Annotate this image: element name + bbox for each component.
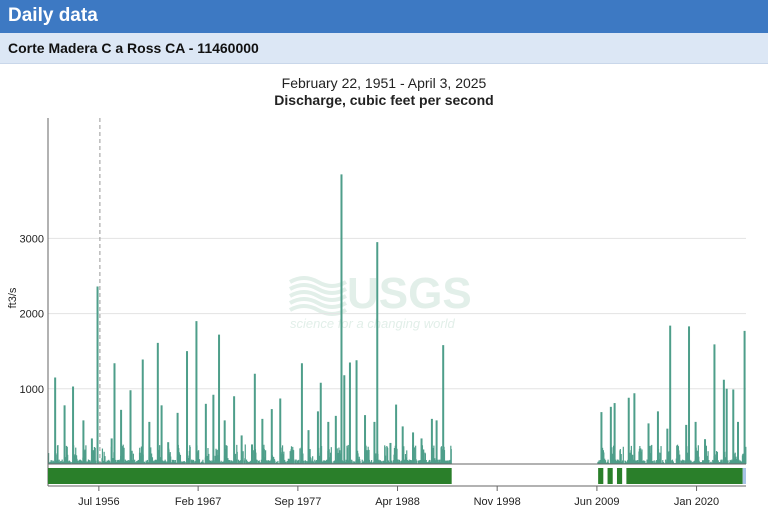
y-tick-label: 2000 xyxy=(20,309,44,321)
site-header: Corte Madera C a Ross CA - 11460000 xyxy=(0,33,768,64)
approval-status-bar xyxy=(48,468,746,484)
x-tick-label: Jul 1956 xyxy=(78,496,120,508)
x-axis: Jul 1956 Feb 1967 Sep 1977 Apr 1988 Nov 1998… xyxy=(78,486,719,508)
watermark-tagline: science for a changing world xyxy=(290,316,456,331)
x-tick-label: Jan 2020 xyxy=(674,496,719,508)
approved-segment xyxy=(616,468,623,484)
y-axis: 1000 2000 3000 xyxy=(20,233,44,395)
x-tick-label: Feb 1967 xyxy=(175,496,221,508)
approved-segment xyxy=(626,468,743,484)
y-tick-label: 1000 xyxy=(20,384,44,396)
site-name: Corte Madera C a Ross CA - 11460000 xyxy=(8,40,259,56)
approved-segment xyxy=(607,468,613,484)
approved-segment xyxy=(598,468,604,484)
watermark-wave xyxy=(289,290,347,302)
chart-title: February 22, 1951 - April 3, 2025 xyxy=(281,75,487,91)
y-gridlines xyxy=(48,237,746,390)
chart-heading: February 22, 1951 - April 3, 2025 Discha… xyxy=(0,75,768,109)
y-tick-label: 3000 xyxy=(20,233,44,245)
approved-segment xyxy=(48,468,452,484)
axes xyxy=(47,118,746,487)
page-title: Daily data xyxy=(8,5,98,26)
provisional-segment xyxy=(742,468,746,484)
watermark-wave xyxy=(289,283,347,295)
x-tick-label: Sep 1977 xyxy=(274,496,321,508)
y-axis-label: ft3/s xyxy=(7,287,19,308)
page-header: Daily data xyxy=(0,0,768,33)
watermark-wave xyxy=(289,297,347,309)
x-tick-label: Apr 1988 xyxy=(375,496,420,508)
x-tick-label: Nov 1998 xyxy=(474,496,521,508)
chart-subtitle: Discharge, cubic feet per second xyxy=(274,92,494,108)
discharge-series[interactable] xyxy=(47,174,747,464)
watermark-wave xyxy=(289,276,347,288)
watermark-text: USGS xyxy=(347,269,472,318)
x-tick-label: Jun 2009 xyxy=(574,496,619,508)
